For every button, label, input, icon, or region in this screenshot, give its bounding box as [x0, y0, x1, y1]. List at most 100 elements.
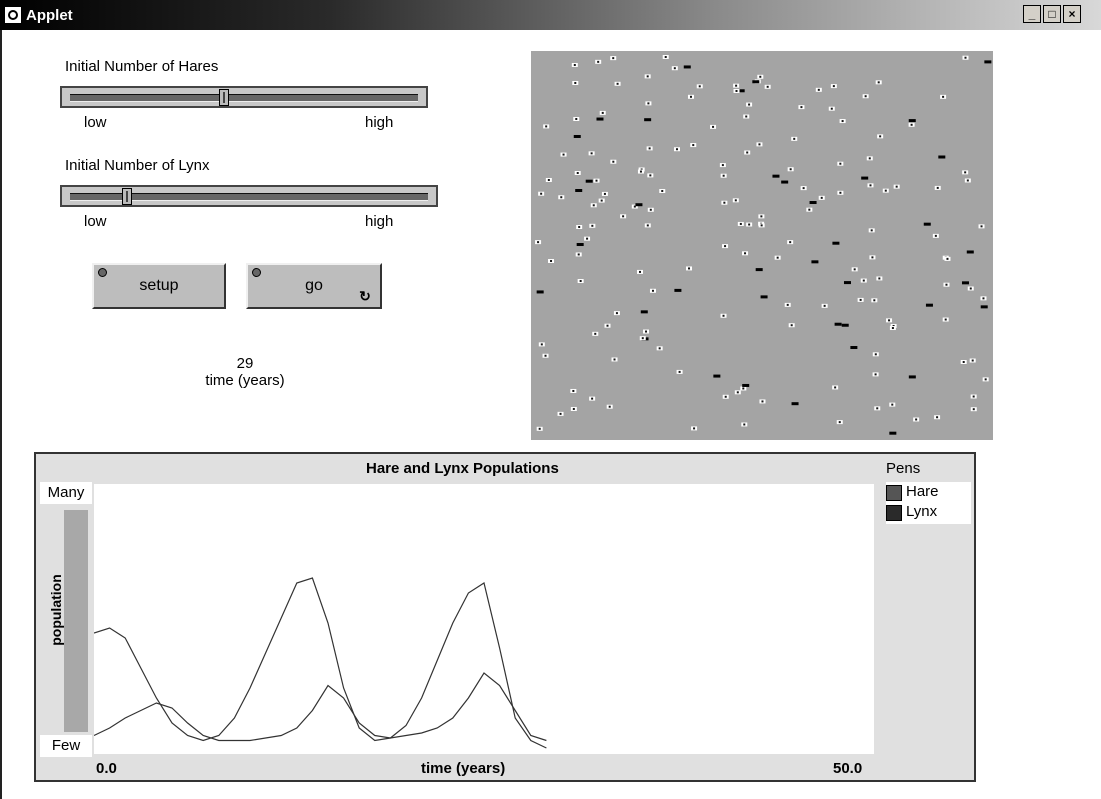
lynx-agent [984, 60, 992, 64]
hare-agent [572, 80, 579, 85]
hare-agent [962, 55, 969, 60]
hare-agent [611, 357, 618, 362]
hare-agent [538, 191, 545, 196]
lynx-agent [791, 402, 799, 406]
lynx-agent [843, 281, 851, 285]
world-view[interactable] [531, 51, 993, 440]
hare-agent [978, 224, 985, 229]
hare-agent [871, 298, 878, 303]
hares-slider-label: Initial Number of Hares [65, 58, 219, 75]
hare-agent [732, 198, 739, 203]
lynx-slider-track[interactable] [70, 193, 428, 201]
hare-agent [943, 282, 950, 287]
hares-slider-thumb[interactable] [218, 89, 229, 106]
hare-agent [934, 185, 941, 190]
hare-agent [866, 156, 873, 161]
hare-agent [837, 190, 844, 195]
hare-agent [598, 198, 605, 203]
go-button[interactable]: go ↻ [246, 263, 382, 309]
pen-hare-swatch [886, 485, 902, 501]
hare-agent [691, 426, 698, 431]
hare-agent [944, 256, 951, 261]
hare-agent [558, 195, 565, 200]
hare-agent [646, 146, 653, 151]
hare-agent [589, 396, 596, 401]
lynx-agent [834, 322, 842, 326]
hare-agent [746, 222, 753, 227]
hare-agent [690, 143, 697, 148]
window-titlebar[interactable]: Applet _ □ × [0, 0, 1101, 30]
hare-agent [757, 74, 764, 79]
lynx-agent [737, 89, 745, 93]
hare-agent [589, 223, 596, 228]
hare-agent [676, 369, 683, 374]
hare-agent [890, 323, 897, 328]
hare-agent [733, 83, 740, 88]
hare-agent [570, 406, 577, 411]
hare-agent [631, 204, 638, 209]
lynx-agent [832, 241, 840, 245]
hare-agent [606, 404, 613, 409]
hare-agent [932, 233, 939, 238]
lynx-slider-label: Initial Number of Lynx [65, 157, 210, 174]
hare-agent [733, 88, 740, 93]
hare-agent [575, 252, 582, 257]
forever-loop-icon: ↻ [359, 288, 371, 304]
hares-slider-track[interactable] [70, 94, 418, 102]
window-title: Applet [26, 7, 73, 24]
hare-agent [719, 163, 726, 168]
lynx-agent [713, 374, 721, 378]
hares-slider-high: high [365, 114, 394, 131]
hare-agent [815, 87, 822, 92]
lynx-slider-thumb[interactable] [122, 188, 133, 205]
hare-agent [643, 329, 650, 334]
hare-agent [962, 170, 969, 175]
hares-slider[interactable] [60, 86, 428, 108]
lynx-slider[interactable] [60, 185, 438, 207]
hare-agent [742, 251, 749, 256]
hare-agent [560, 152, 567, 157]
pen-lynx-label: Lynx [906, 503, 938, 520]
hare-agent [614, 81, 621, 86]
pens-title: Pens [886, 460, 921, 477]
hare-agent [590, 203, 597, 208]
hare-agent [743, 114, 750, 119]
hare-agent [806, 207, 813, 212]
lynx-agent [841, 323, 849, 327]
lynx-agent [742, 383, 750, 387]
hare-agent [710, 124, 717, 129]
hare-agent [982, 377, 989, 382]
minimize-button[interactable]: _ [1023, 5, 1041, 23]
applet-icon [4, 6, 22, 24]
hare-agent [535, 240, 542, 245]
setup-button-label: setup [139, 277, 179, 294]
hare-agent [584, 236, 591, 241]
x-axis-max-label: 50.0 [833, 760, 863, 777]
hare-agent [889, 402, 896, 407]
hare-agent [722, 394, 729, 399]
hare-agent [791, 136, 798, 141]
y-axis-label: population [48, 574, 64, 646]
maximize-button[interactable]: □ [1043, 5, 1061, 23]
lynx-agent [966, 250, 974, 254]
window-frame [0, 30, 6, 799]
hare-agent [620, 214, 627, 219]
close-button[interactable]: × [1063, 5, 1081, 23]
lynx-agent [781, 180, 789, 184]
hare-agent [869, 255, 876, 260]
hare-agent [741, 422, 748, 427]
hare-agent [940, 94, 947, 99]
hare-agent [774, 255, 781, 260]
hare-agent [649, 288, 656, 293]
hare-agent [872, 352, 879, 357]
setup-indicator-icon [98, 268, 107, 277]
hare-agent [788, 323, 795, 328]
setup-button[interactable]: setup [92, 263, 226, 309]
hare-agent [830, 84, 837, 89]
pen-hare: Hare [886, 482, 971, 504]
hare-agent [964, 178, 971, 183]
hare-agent [875, 80, 882, 85]
hare-agent [659, 189, 666, 194]
hare-agent [542, 353, 549, 358]
hare-agent [593, 178, 600, 183]
